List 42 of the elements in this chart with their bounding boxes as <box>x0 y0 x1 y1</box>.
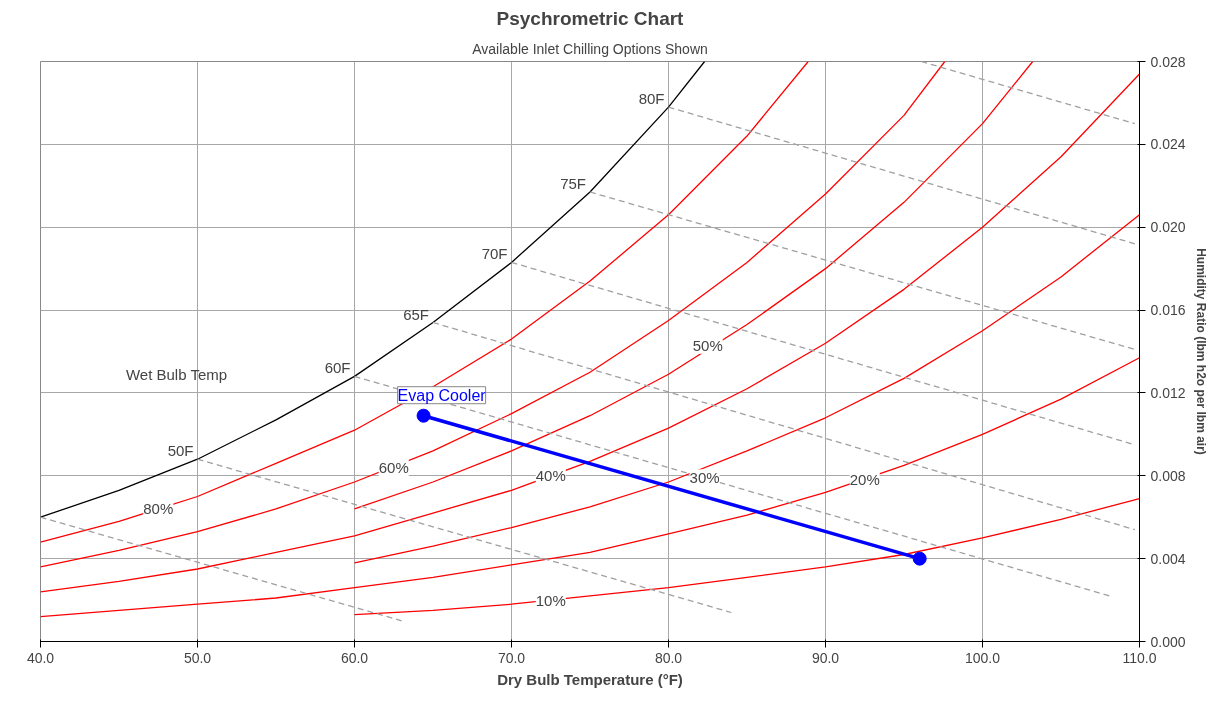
x-tick-label: 110.0 <box>1122 649 1157 666</box>
line-series <box>353 497 1140 616</box>
series-label: Evap Cooler <box>397 386 487 404</box>
annotation: 30% <box>689 469 720 487</box>
y-tick-label: 0.004 <box>1150 550 1186 567</box>
y-tick-label: 0.012 <box>1150 384 1186 401</box>
annotation: 20% <box>849 471 880 489</box>
line-series <box>40 61 946 568</box>
y-tick-label: 0.000 <box>1150 633 1186 650</box>
annotation: 80F <box>638 90 665 108</box>
y-tick-label: 0.016 <box>1150 302 1186 319</box>
annotation: 70F <box>481 245 508 263</box>
x-tick-label: 50.0 <box>183 649 212 666</box>
line-series <box>40 73 1140 593</box>
line-series <box>40 357 1140 618</box>
x-tick-label: 60.0 <box>340 649 369 666</box>
x-tick-label: 100.0 <box>964 649 1001 666</box>
annotation: 50% <box>692 336 723 354</box>
annotation: 10% <box>535 591 566 609</box>
y-axis-title: Humidity Ratio (lbm h2o per lbm air) <box>1193 248 1208 455</box>
annotation: Wet Bulb Temp <box>125 366 228 384</box>
annotation: 60% <box>378 459 409 476</box>
y-tick-label: 0.028 <box>1150 53 1186 70</box>
annotation: 60F <box>324 359 351 377</box>
y-tick-label: 0.008 <box>1150 467 1186 484</box>
x-tick-label: 80.0 <box>654 649 683 666</box>
annotation: 50F <box>167 442 194 460</box>
chart-title: Psychrometric Chart <box>496 7 685 29</box>
annotation: 65F <box>403 305 430 323</box>
y-tick-label: 0.024 <box>1150 136 1186 153</box>
chart-subtitle: Available Inlet Chilling Options Shown <box>472 40 708 57</box>
line-series <box>353 214 1140 564</box>
x-tick-label: 90.0 <box>811 649 840 666</box>
y-tick-label: 0.020 <box>1150 219 1186 236</box>
x-tick-label: 70.0 <box>497 649 526 666</box>
annotation: 80% <box>143 500 174 518</box>
x-axis-title: Dry Bulb Temperature (°F) <box>497 670 683 688</box>
annotation: 40% <box>535 467 566 485</box>
annotation: 75F <box>560 175 587 192</box>
line-series <box>40 61 809 543</box>
line-series <box>353 61 1034 510</box>
x-tick-label: 40.0 <box>26 649 55 666</box>
